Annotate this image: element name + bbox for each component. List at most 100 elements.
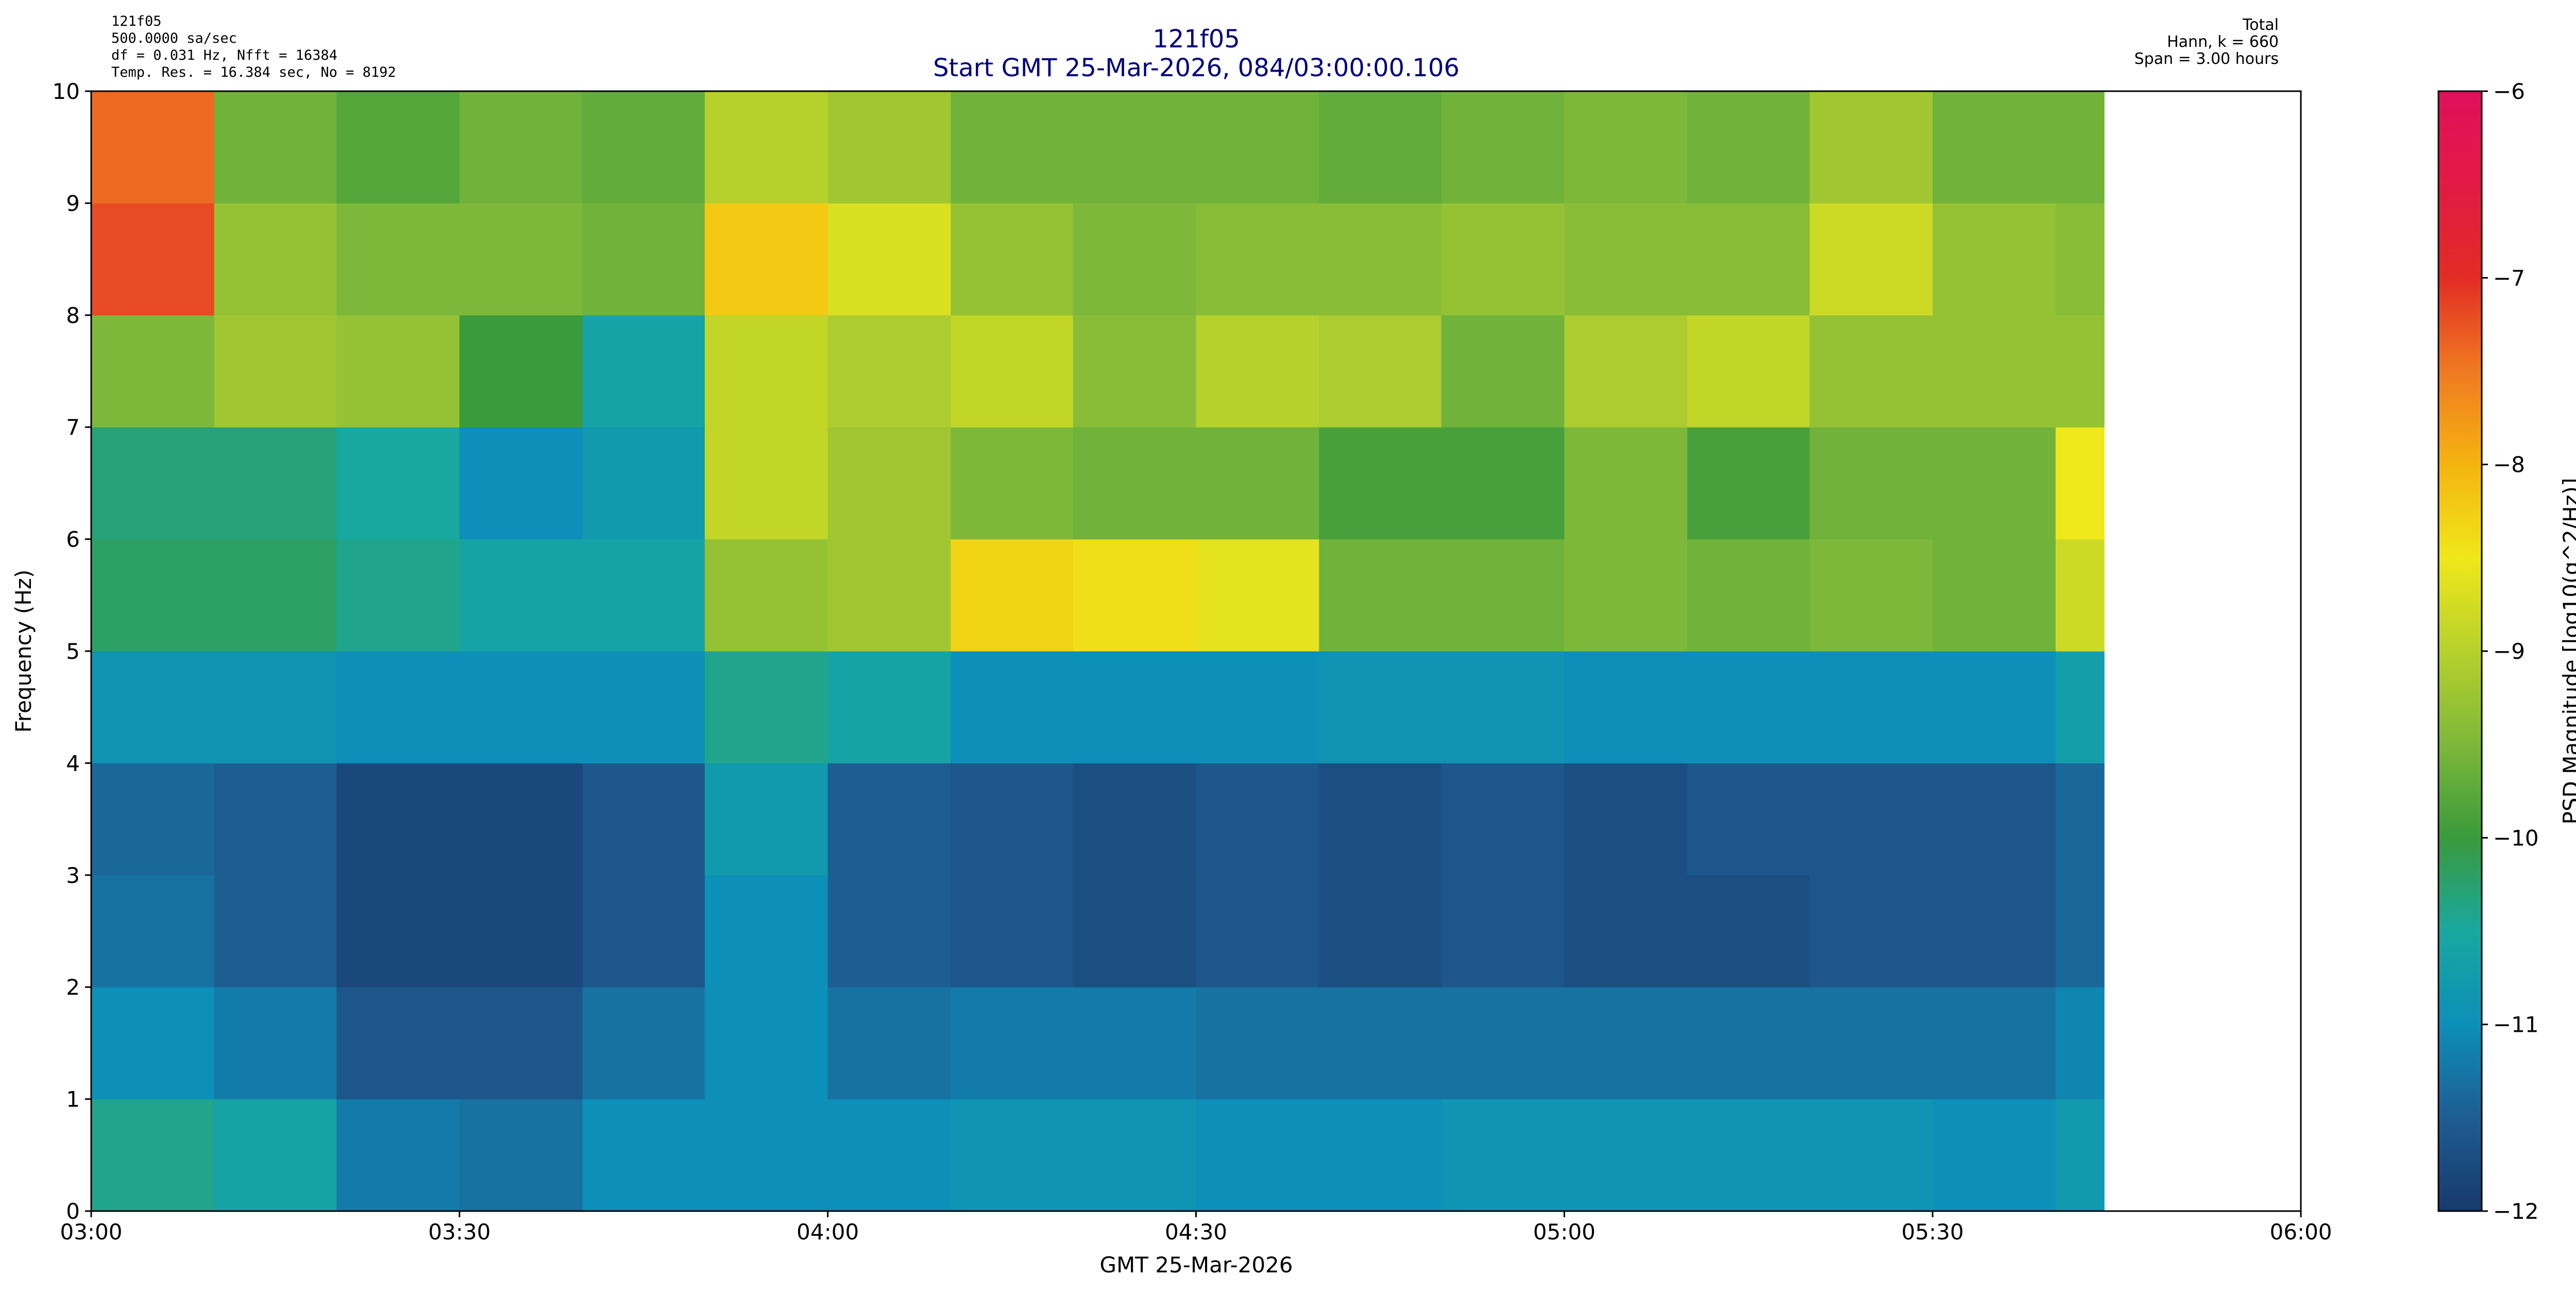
heatmap-cell [1196,539,1319,652]
x-tick-label: 06:00 [2269,1219,2332,1245]
heatmap-cell [1809,875,1933,987]
heatmap-cell [704,651,828,763]
heatmap-cell [1687,875,1810,987]
y-tick-label: 2 [66,975,80,1000]
heatmap-cell [1073,539,1196,652]
heatmap-cell [827,651,951,763]
heatmap-cell [214,203,337,316]
heatmap-cell [951,987,1074,1100]
chart-title: 121f05 [1153,25,1240,54]
heatmap-cell [2055,1099,2105,1212]
heatmap-cell [704,315,828,428]
heatmap-cell [1196,1099,1319,1212]
heatmap-cell [1073,875,1196,987]
heatmap-cell [827,427,951,540]
heatmap-cell [2055,91,2105,203]
colorbar-tick-label: −12 [2493,1199,2539,1224]
heatmap-cell [2055,203,2105,316]
heatmap-cell [827,315,951,428]
heatmap-cell [1809,91,1933,203]
heatmap-cell [459,763,583,876]
colorbar [2437,90,2483,1212]
heatmap-cell [1441,539,1565,652]
heatmap-cell [1933,203,2056,316]
heatmap-cell [1441,651,1565,763]
heatmap-cell [91,427,215,540]
heatmap-cell [1687,91,1810,203]
heatmap-cell [704,763,828,876]
heatmap-cell [1687,427,1810,540]
heatmap-cell [1073,651,1196,763]
heatmap-cell [1319,1099,1442,1212]
heatmap-cell [1564,539,1688,652]
heatmap-cell [951,91,1074,203]
heatmap-cell [582,987,705,1100]
colorbar-tick-label: −11 [2493,1012,2539,1037]
heatmap-cell [827,875,951,987]
heatmap-cell [1196,315,1319,428]
heatmap-cell [1933,1099,2056,1212]
heatmap-cell [704,875,828,987]
heatmap-cell [1441,987,1565,1100]
heatmap-cell [336,1099,460,1212]
colorbar-tick-label: −9 [2493,639,2525,664]
heatmap-cell [827,1099,951,1212]
heatmap-cell [1809,1099,1933,1212]
heatmap-cell [1564,651,1688,763]
heatmap-cell [951,203,1074,316]
heatmap-cell [1687,315,1810,428]
heatmap-cell [1564,315,1688,428]
heatmap-cell [1441,875,1565,987]
info-right: Hann, k = 660 [2167,33,2279,51]
heatmap-cell [704,91,828,203]
heatmap-cell [704,987,828,1100]
heatmap-cell [214,651,337,763]
heatmap-cell [582,315,705,428]
heatmap-cell [1564,203,1688,316]
colorbar-label: PSD Magnitude [log10(g^2/Hz)] [2558,478,2576,825]
heatmap-cell [91,651,215,763]
colorbar-tick-label: −6 [2493,79,2525,104]
heatmap-cell [582,651,705,763]
heatmap-cell [459,539,583,652]
heatmap-cell [1441,203,1565,316]
heatmap-cell [2055,987,2105,1100]
heatmap-cell [2055,539,2105,652]
heatmap-cell [91,987,215,1100]
heatmap-cell [1319,203,1442,316]
heatmap-cell [951,875,1074,987]
heatmap-cell [214,91,337,203]
heatmap-cell [1809,203,1933,316]
heatmap-cell [2055,875,2105,987]
info-left: 500.0000 sa/sec [111,30,237,46]
heatmap-cell [1319,987,1442,1100]
heatmap-cell [1441,427,1565,540]
heatmap-cell [214,1099,337,1212]
heatmap-cell [1564,91,1688,203]
heatmap-cell [1196,651,1319,763]
heatmap-cell [1441,763,1565,876]
heatmap-cell [1687,539,1810,652]
heatmap-cell [827,763,951,876]
heatmap-cell [827,91,951,203]
heatmap-cell [1933,91,2056,203]
heatmap-cell [704,427,828,540]
y-tick-label: 3 [66,863,80,888]
heatmap-cell [1564,875,1688,987]
info-left: df = 0.031 Hz, Nfft = 16384 [111,47,337,63]
heatmap-cell [1687,987,1810,1100]
x-tick-label: 03:30 [428,1219,490,1245]
heatmap-cell [1073,1099,1196,1212]
heatmap-cell [1564,1099,1688,1212]
heatmap-cell [214,427,337,540]
heatmap-cell [2055,651,2105,763]
x-axis-label: GMT 25-Mar-2026 [1100,1252,1293,1278]
heatmap-cell [1687,1099,1810,1212]
heatmap-cell [1564,427,1688,540]
y-tick-label: 9 [66,191,80,216]
heatmap-cell [336,875,460,987]
y-tick-label: 8 [66,303,80,328]
heatmap-cell [1073,427,1196,540]
heatmap-cell [1809,427,1933,540]
